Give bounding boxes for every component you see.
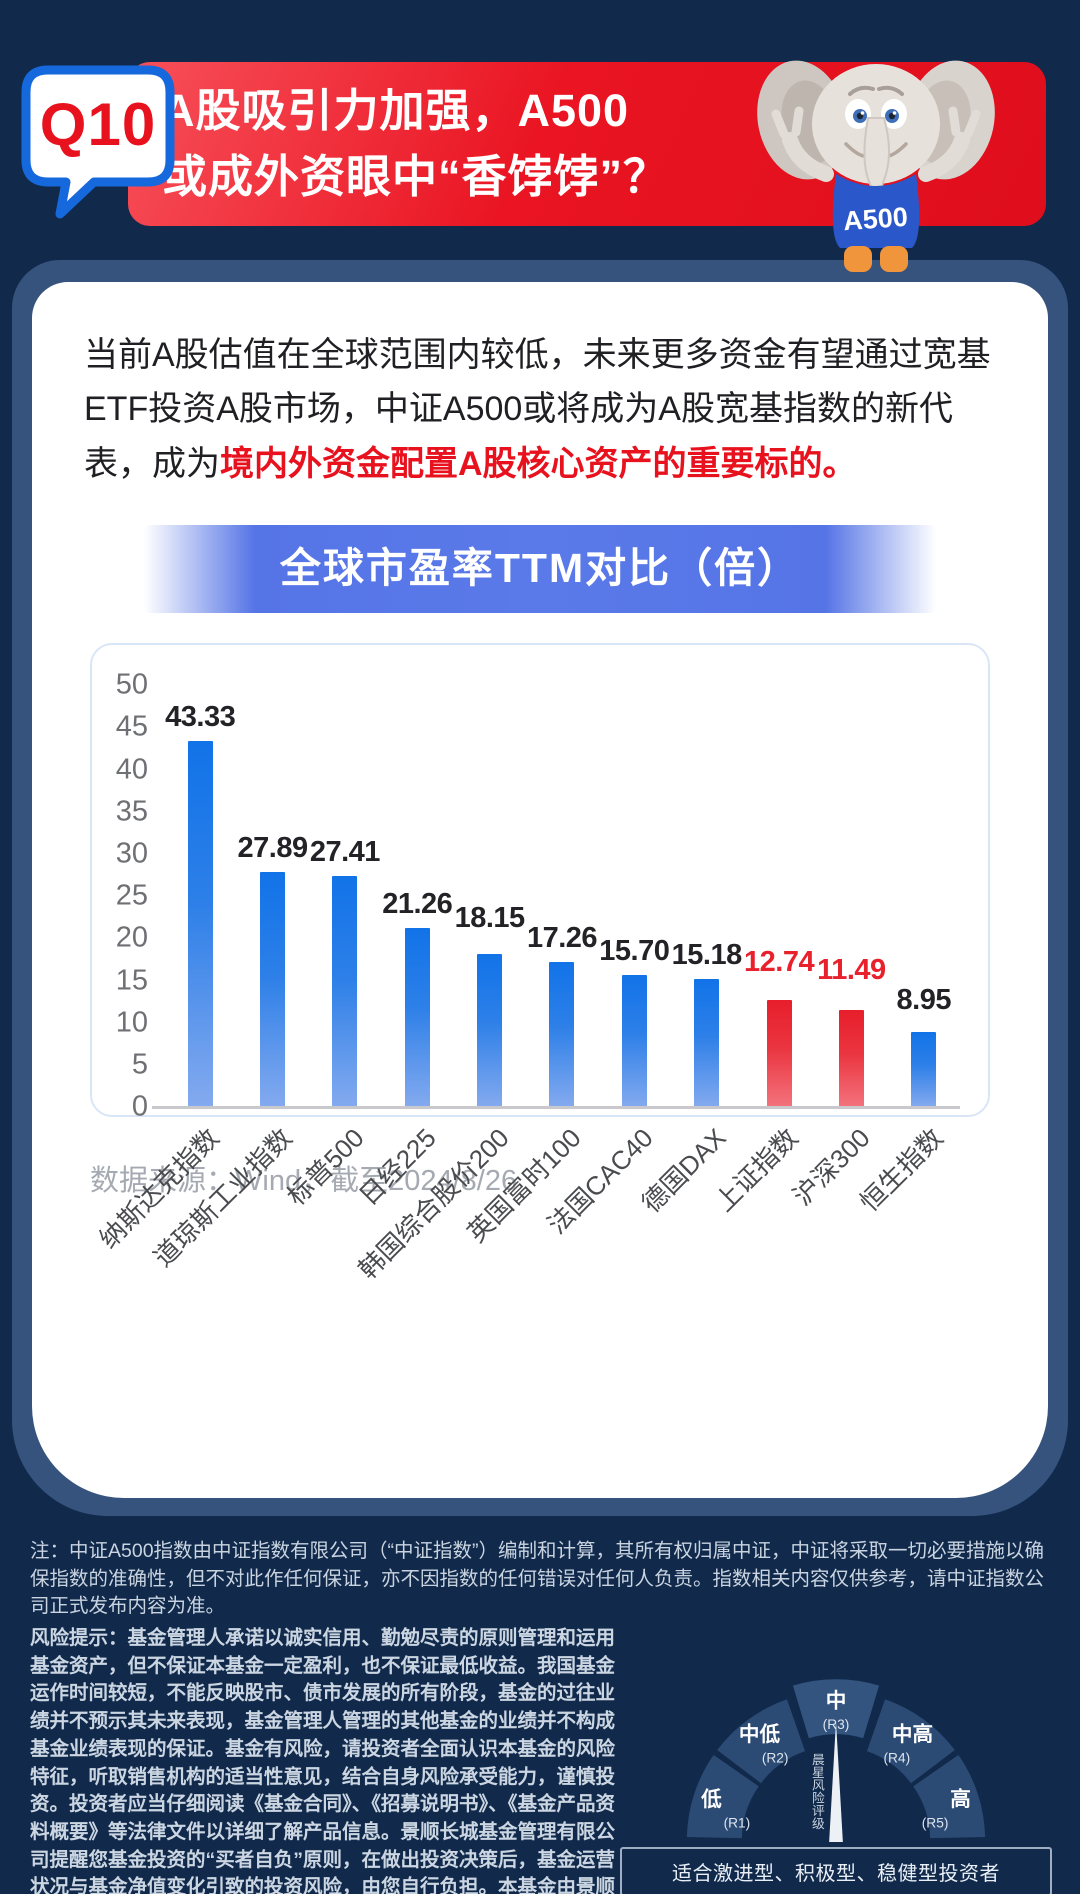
risk-gauge: 低 (R1) 中低 (R2) 中 (R3) 中高 (R4) 高 (R5) 晨星风… — [620, 1639, 1052, 1894]
bar-value-label: 17.26 — [526, 921, 598, 954]
y-tick-label: 25 — [115, 879, 148, 912]
mascot-shirt-label: A500 — [842, 202, 908, 236]
page-title-line2: 或成外资眼中“香饽饽”？ — [162, 151, 670, 203]
bar-column: 43.33 — [164, 685, 236, 1108]
bar-value-label: 12.74 — [744, 945, 815, 978]
y-tick-label: 10 — [115, 1006, 148, 1039]
footer-disclaimer: 注：中证A500指数由中证指数有限公司（“中证指数”）编制和计算，其所有权归属中… — [30, 1538, 1052, 1894]
y-tick-label: 35 — [115, 795, 148, 828]
bar-value-label: 8.95 — [896, 983, 952, 1016]
intro-paragraph: 当前A股估值在全球范围内较低，未来更多资金有望通过宽基ETF投资A股市场，中证A… — [84, 328, 998, 491]
gauge-label-medium: 中 — [826, 1689, 847, 1713]
bar-value-label: 11.49 — [817, 954, 886, 987]
bar-column: 15.18 — [671, 685, 743, 1108]
bar-沪深300 — [838, 1010, 864, 1108]
bar-column: 27.41 — [309, 685, 381, 1108]
gauge-code-r2: (R2) — [762, 1751, 789, 1766]
bar-value-label: 15.18 — [671, 939, 743, 972]
bar-value-label: 27.89 — [237, 831, 309, 864]
gauge-label-high: 高 — [950, 1787, 971, 1811]
question-badge: Q10 — [20, 64, 176, 220]
bar-value-label: 27.41 — [309, 835, 381, 868]
y-tick-label: 5 — [131, 1048, 148, 1081]
gauge-needle-icon — [829, 1721, 843, 1843]
gauge-label-medlow: 中低 — [739, 1722, 781, 1746]
bar-上证指数 — [766, 999, 792, 1108]
elephant-mascot-icon: A500 — [757, 60, 995, 272]
y-tick-label: 50 — [115, 668, 148, 701]
index-disclaimer-note: 注：中证A500指数由中证指数有限公司（“中证指数”）编制和计算，其所有权归属中… — [30, 1540, 1045, 1618]
bar-value-label: 15.70 — [599, 934, 670, 967]
bar-column: 21.26 — [381, 685, 453, 1108]
bar-value-label: 21.26 — [382, 887, 453, 920]
bar-法国CAC40 — [621, 974, 647, 1108]
bar-标普500 — [332, 875, 358, 1108]
chart-title-banner: 全球市盈率TTM对比（倍） — [144, 525, 936, 614]
question-badge-label: Q10 — [39, 91, 157, 158]
elephant-mascot: A500 — [756, 22, 996, 272]
bar-column: 11.49 — [815, 685, 887, 1108]
gauge-code-r5: (R5) — [922, 1815, 949, 1830]
bar-column: 27.89 — [236, 685, 309, 1108]
bar-column: 15.70 — [598, 685, 670, 1108]
y-tick-label: 40 — [115, 753, 148, 786]
y-tick-label: 15 — [115, 964, 148, 997]
gauge-code-r1: (R1) — [724, 1815, 751, 1830]
plot-area: 43.33 27.89 27.41 21.26 18.15 17.26 15.70 15.18… — [93, 685, 960, 1285]
bar-德国DAX — [694, 979, 720, 1108]
intro-text: 当前A股估值在全球范围内较低，未来更多资金有望通过宽基ETF投资A股市场，中证A… — [84, 336, 991, 483]
gauge-label-low: 低 — [700, 1787, 722, 1811]
y-tick-label: 0 — [131, 1090, 148, 1123]
page-title-line1: A股吸引力加强，A500 — [162, 85, 630, 136]
bar-恒生指数 — [911, 1031, 937, 1108]
bar-column: 12.74 — [743, 685, 815, 1108]
gauge-center-label: 晨星风险评级 — [810, 1753, 825, 1830]
y-tick-label: 45 — [115, 710, 148, 743]
suitability-box: 适合激进型、积极型、稳健型投资者 — [620, 1847, 1052, 1894]
bar-韩国综合股价200 — [477, 954, 503, 1108]
bar-column: 18.15 — [453, 685, 526, 1108]
bar-英国富时100 — [549, 961, 575, 1108]
chart-panel: 0 5 10 15 20 25 30 35 40 45 50 43.33 27.89 27.41 21.26… — [90, 643, 990, 1285]
speech-bubble-icon — [21, 65, 175, 219]
bar-日经225 — [404, 927, 430, 1108]
bar-value-label: 43.33 — [165, 701, 236, 734]
bar-道琼斯工业指数 — [260, 871, 286, 1108]
risk-gauge-dial-icon: 低 (R1) 中低 (R2) 中 (R3) 中高 (R4) 高 (R5) 晨星风… — [686, 1679, 986, 1843]
bar-column: 8.95 — [888, 685, 960, 1108]
risk-warning-text: 风险提示：基金管理人承诺以诚实信用、勤勉尽责的原则管理和运用基金资产，但不保证本… — [30, 1627, 616, 1894]
x-axis-labels: 纳斯达克指数 道琼斯工业指数 标普500 日经225 韩国综合股价200 英国富时100 法… — [93, 1119, 960, 1287]
y-tick-label: 20 — [115, 921, 148, 954]
intro-highlight-text: 境内外资金配置A股核心资产的重要标的。 — [220, 444, 857, 483]
bar-value-label: 18.15 — [454, 902, 526, 934]
data-source-note: 数据来源：Wind，截至2024/8/26 — [90, 1165, 518, 1198]
y-tick-label: 30 — [115, 837, 148, 870]
content-card: 当前A股估值在全球范围内较低，未来更多资金有望通过宽基ETF投资A股市场，中证A… — [32, 282, 1048, 1498]
bar-chart: 0 5 10 15 20 25 30 35 40 45 50 43.33 27.89 27.41 21.26… — [93, 669, 960, 1285]
gauge-code-r4: (R4) — [883, 1751, 910, 1766]
bar-纳斯达克指数 — [187, 741, 213, 1108]
gauge-label-medhigh: 中高 — [892, 1722, 933, 1746]
y-axis: 0 5 10 15 20 25 30 35 40 45 50 — [96, 669, 164, 1123]
bar-column: 17.26 — [526, 685, 598, 1108]
x-axis-line — [152, 1106, 960, 1110]
